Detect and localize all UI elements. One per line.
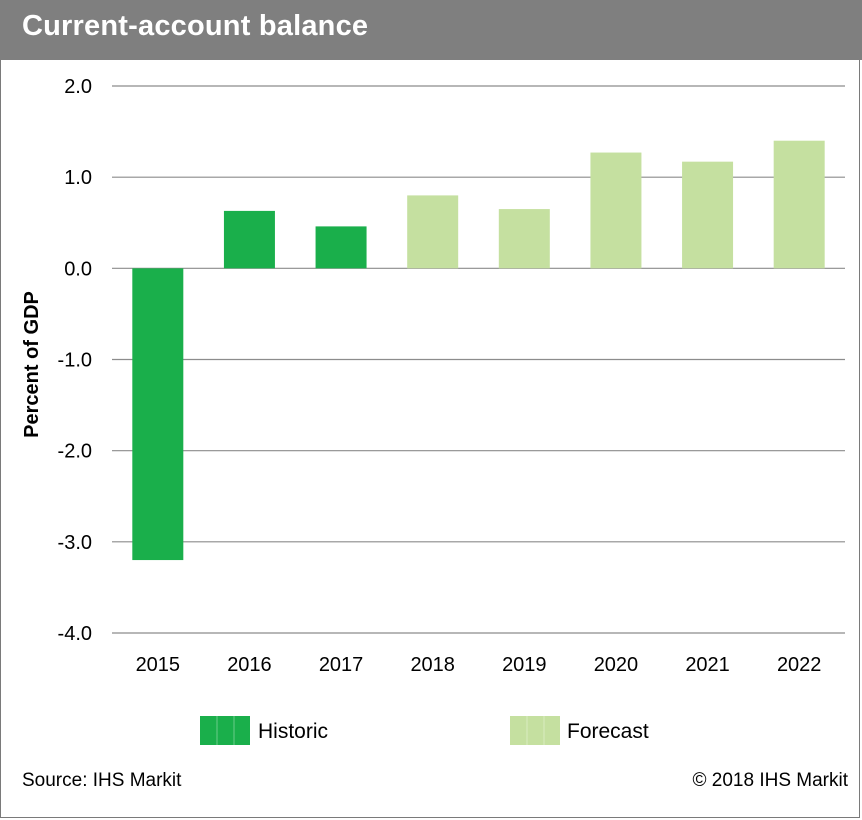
y-tick-label: -2.0 <box>58 441 92 463</box>
y-tick-label: -1.0 <box>58 350 92 372</box>
bar-2021 <box>682 161 734 269</box>
legend-label-historic: Historic <box>258 720 328 743</box>
x-tick-label: 2015 <box>136 654 181 676</box>
x-tick-label: 2016 <box>227 654 272 676</box>
bar-2022 <box>773 140 825 269</box>
y-axis-label: Percent of GDP <box>21 291 43 438</box>
x-tick-label: 2021 <box>685 654 730 676</box>
copyright-note: © 2018 IHS Markit <box>692 770 849 791</box>
bar-2016 <box>223 210 275 269</box>
y-tick-label: 1.0 <box>64 167 92 189</box>
y-tick-label: -3.0 <box>58 532 92 554</box>
y-tick-label: -4.0 <box>58 623 92 645</box>
x-tick-label: 2019 <box>502 654 547 676</box>
y-tick-label: 0.0 <box>64 258 92 280</box>
x-tick-label: 2017 <box>319 654 364 676</box>
legend-swatch-forecast <box>510 716 560 745</box>
bar-2017 <box>315 226 367 269</box>
bar-2015 <box>132 268 184 561</box>
title-bar: Current-account balance <box>0 0 862 60</box>
legend-label-forecast: Forecast <box>567 720 649 743</box>
x-tick-label: 2020 <box>594 654 639 676</box>
legend-swatch-historic <box>200 716 250 745</box>
bar-2019 <box>498 209 550 269</box>
y-tick-label: 2.0 <box>64 76 92 98</box>
bar-2018 <box>407 195 459 269</box>
x-tick-label: 2018 <box>410 654 455 676</box>
bar-2020 <box>590 152 642 269</box>
chart-title: Current-account balance <box>22 10 369 42</box>
source-note: Source: IHS Markit <box>22 770 182 791</box>
x-tick-label: 2022 <box>777 654 822 676</box>
